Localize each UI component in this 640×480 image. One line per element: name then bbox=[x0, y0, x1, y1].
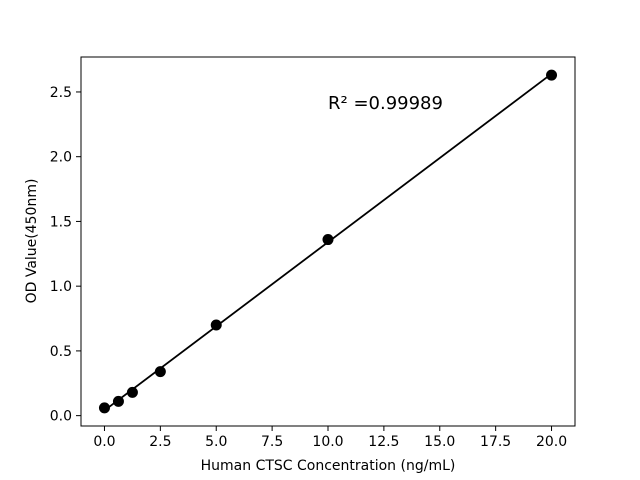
x-tick-label: 15.0 bbox=[424, 434, 455, 450]
x-tick-label: 12.5 bbox=[368, 434, 399, 450]
x-tick-label: 17.5 bbox=[480, 434, 511, 450]
x-tick-label: 5.0 bbox=[205, 434, 227, 450]
r-squared-annotation: R² =0.99989 bbox=[328, 93, 443, 114]
data-point bbox=[98, 402, 110, 414]
data-point bbox=[322, 234, 334, 246]
data-point bbox=[154, 366, 166, 378]
x-tick-label: 2.5 bbox=[149, 434, 171, 450]
x-tick-label: 0.0 bbox=[93, 434, 115, 450]
data-point bbox=[126, 386, 138, 398]
y-tick-label: 0.0 bbox=[50, 409, 72, 425]
x-tick-label: 7.5 bbox=[261, 434, 283, 450]
series-layer bbox=[98, 69, 558, 414]
x-axis-label: Human CTSC Concentration (ng/mL) bbox=[201, 458, 456, 474]
y-tick-label: 1.0 bbox=[50, 279, 72, 295]
y-tick-label: 2.0 bbox=[50, 150, 72, 166]
y-tick-label: 0.5 bbox=[50, 344, 72, 360]
x-tick-label: 10.0 bbox=[312, 434, 343, 450]
y-axis-label: OD Value(450nm) bbox=[24, 179, 40, 304]
ticks-layer: 0.0 2.5 5.0 7.5 10.0 12.5 15.0 17.5 20.0 0.0 0.5 1.… bbox=[50, 85, 567, 450]
data-point bbox=[546, 69, 558, 81]
data-point bbox=[210, 319, 222, 331]
data-point bbox=[112, 395, 124, 407]
y-tick-label: 1.5 bbox=[50, 214, 72, 230]
x-tick-label: 20.0 bbox=[536, 434, 567, 450]
y-tick-label: 2.5 bbox=[50, 85, 72, 101]
